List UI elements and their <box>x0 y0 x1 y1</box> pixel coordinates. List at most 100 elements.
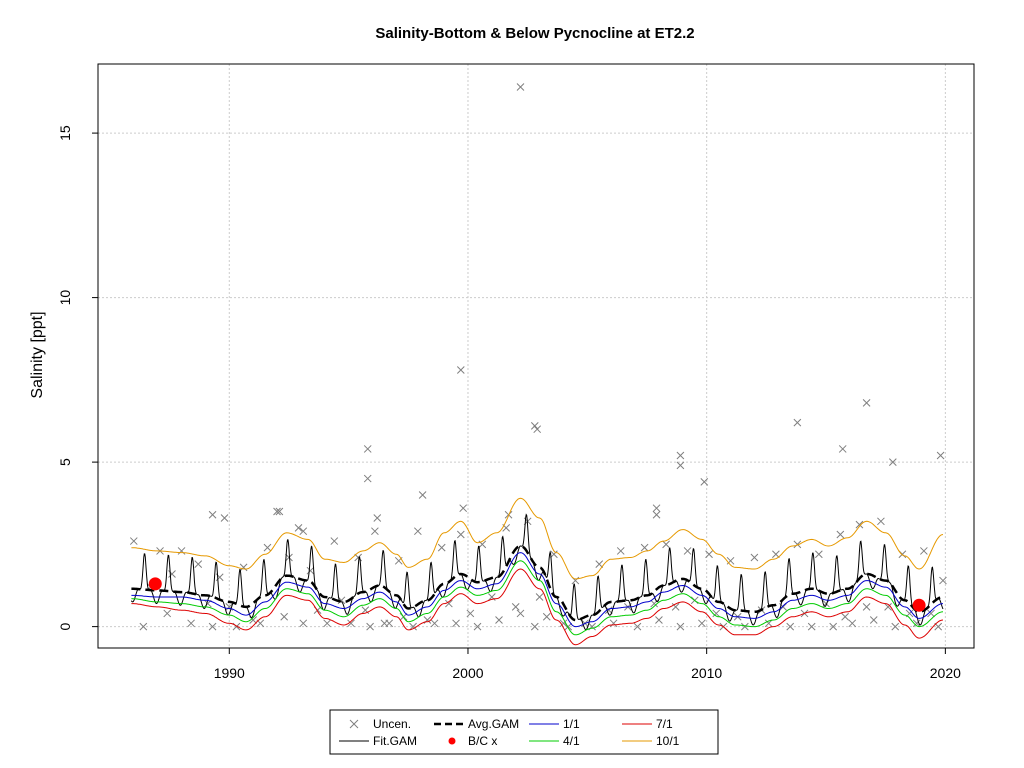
x-tick-label: 2010 <box>691 665 722 681</box>
uncensored-point <box>299 619 308 628</box>
legend-label: B/C x <box>468 734 497 748</box>
uncensored-point <box>705 550 713 559</box>
uncensored-point <box>829 622 838 631</box>
uncensored-point <box>764 619 773 628</box>
legend-label: 1/1 <box>563 717 580 731</box>
uncensored-point <box>299 527 308 536</box>
uncensored-point <box>418 491 427 499</box>
legend-label: 10/1 <box>656 734 680 748</box>
uncensored-point <box>533 425 542 434</box>
uncensored-point <box>466 609 475 618</box>
series-10-1 <box>131 497 944 580</box>
uncensored-point <box>609 619 618 628</box>
uncensored-point <box>371 527 379 536</box>
uncensored-point <box>330 537 339 545</box>
plot-area <box>129 83 947 646</box>
legend-label: Avg.GAM <box>468 717 519 731</box>
uncensored-point <box>814 550 823 559</box>
uncensored-point <box>495 616 503 624</box>
uncensored-point <box>936 451 945 460</box>
series-fit-gam <box>130 513 944 631</box>
uncensored-point <box>194 560 203 568</box>
uncensored-point <box>516 609 525 618</box>
uncensored-point <box>487 593 496 601</box>
uncensored-point <box>294 524 303 532</box>
uncensored-point <box>633 622 642 631</box>
uncensored-point <box>347 619 355 628</box>
uncensored-point <box>855 520 864 529</box>
uncensored-point <box>793 540 802 549</box>
x-tick-label: 2020 <box>930 665 961 681</box>
y-tick-label: 0 <box>57 623 73 631</box>
uncensored-point <box>877 517 885 526</box>
uncensored-point <box>187 619 195 628</box>
legend-label: 4/1 <box>563 734 580 748</box>
uncensored-point <box>772 550 780 559</box>
uncensored-point <box>413 527 422 536</box>
legend-symbol <box>448 737 456 745</box>
uncensored-point <box>452 619 460 628</box>
uncensored-point <box>920 547 928 555</box>
legend-label: Fit.GAM <box>373 734 417 748</box>
uncensored-point <box>456 530 465 539</box>
series-1-1 <box>131 552 944 628</box>
uncensored-point <box>542 612 551 621</box>
uncensored-point <box>239 563 248 572</box>
uncensored-point <box>848 619 857 628</box>
uncensored-point <box>676 461 685 470</box>
uncensored-point <box>163 609 172 618</box>
uncensored-point <box>168 570 176 578</box>
uncensored-point <box>208 622 217 631</box>
uncensored-point <box>366 622 374 631</box>
uncensored-point <box>698 619 706 628</box>
uncensored-point <box>884 603 892 611</box>
legend-box <box>329 709 719 755</box>
uncensored-point <box>793 418 802 427</box>
uncensored-point <box>912 619 921 628</box>
uncensored-point <box>323 619 331 628</box>
uncensored-point <box>862 603 871 611</box>
y-tick-label: 15 <box>57 125 73 141</box>
uncensored-point <box>862 399 871 407</box>
series-4-1 <box>131 560 944 636</box>
uncensored-point <box>712 609 721 618</box>
uncensored-point <box>473 622 482 631</box>
uncensored-point <box>836 530 845 539</box>
uncensored-point <box>220 514 229 522</box>
uncensored-point <box>927 609 935 618</box>
uncensored-point <box>888 458 897 466</box>
uncensored-point <box>516 83 525 91</box>
uncensored-point <box>822 599 830 608</box>
uncensored-point <box>459 504 468 513</box>
uncensored-point <box>129 537 138 545</box>
uncensored-point <box>671 603 680 611</box>
uncensored-point <box>385 619 394 628</box>
legend-symbol <box>349 719 359 729</box>
uncensored-point <box>273 507 281 516</box>
uncensored-point <box>662 540 670 549</box>
legend-label: 7/1 <box>656 717 673 731</box>
y-axis-label: Salinity [ppt] <box>29 311 46 398</box>
uncensored-point <box>263 543 272 552</box>
y-tick-label: 5 <box>57 458 73 466</box>
uncensored-point <box>652 510 661 519</box>
uncensored-point <box>550 550 558 559</box>
bc-point <box>912 598 926 612</box>
uncensored-point <box>511 603 520 611</box>
uncensored-point <box>559 619 568 628</box>
uncensored-point <box>807 622 816 631</box>
uncensored-point <box>869 616 878 624</box>
uncensored-point <box>891 622 900 631</box>
uncensored-point <box>456 366 465 374</box>
x-tick-label: 2000 <box>452 665 483 681</box>
uncensored-point <box>430 619 439 628</box>
uncensored-point <box>409 622 417 631</box>
uncensored-point <box>595 560 604 568</box>
uncensored-point <box>616 547 625 555</box>
uncensored-point <box>683 547 692 555</box>
uncensored-point <box>280 612 289 621</box>
bc-point <box>148 577 162 591</box>
series-avg-gam <box>131 544 944 622</box>
uncensored-point <box>275 507 284 516</box>
